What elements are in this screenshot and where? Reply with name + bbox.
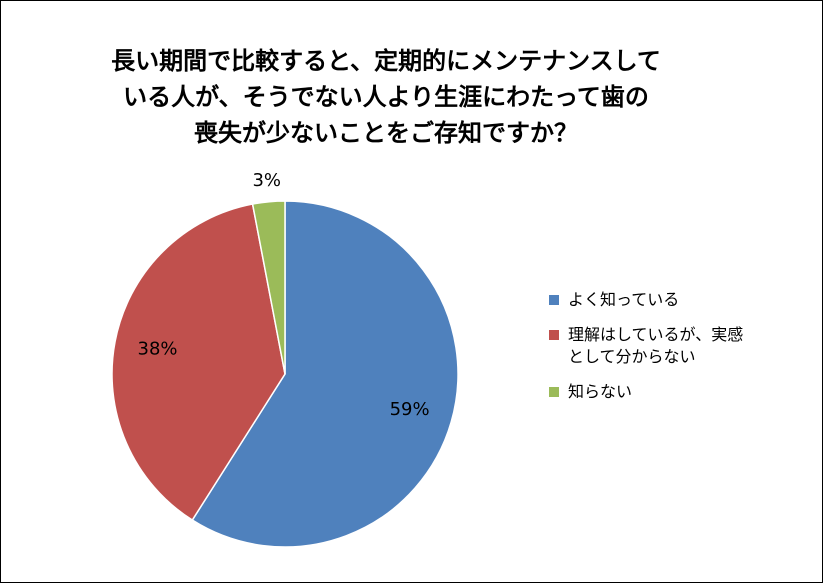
data-label-well-known: 59% (390, 399, 430, 420)
legend-label: よく知っている (568, 290, 680, 309)
chart-title-line-3: 喪失が少ないことをご存知ですか？ (194, 119, 578, 147)
chart-title-line-2: いる人が、そうでない人より生涯にわたって歯の (123, 83, 649, 111)
data-label-understand-not-felt: 38% (138, 339, 178, 360)
slice-well-known (191, 200, 459, 548)
legend-label-line-1: 理解はしているが、実感 (568, 325, 744, 344)
legend-item-not-known: 知らない (549, 381, 814, 403)
legend-item-understand-not-felt: 理解はしているが、実感 として分からない (549, 324, 814, 368)
chart-title-line-1: 長い期間で比較すると、定期的にメンテナンスして (111, 47, 661, 75)
legend-label-line-2: として分からない (568, 347, 696, 366)
legend-item-well-known: よく知っている (549, 289, 814, 311)
slice-not-known (251, 200, 286, 375)
legend: よく知っている 理解はしているが、実感 として分からない 知らない (549, 289, 814, 416)
slice-understand-not-felt (111, 203, 286, 522)
legend-label: 知らない (568, 382, 633, 401)
chart-title: 長い期間で比較すると、定期的にメンテナンスして いる人が、そうでない人より生涯に… (41, 43, 731, 151)
legend-swatch-blue (549, 295, 559, 305)
legend-swatch-red (549, 330, 559, 340)
data-label-not-known: 3% (252, 170, 281, 191)
legend-swatch-green (549, 387, 559, 397)
